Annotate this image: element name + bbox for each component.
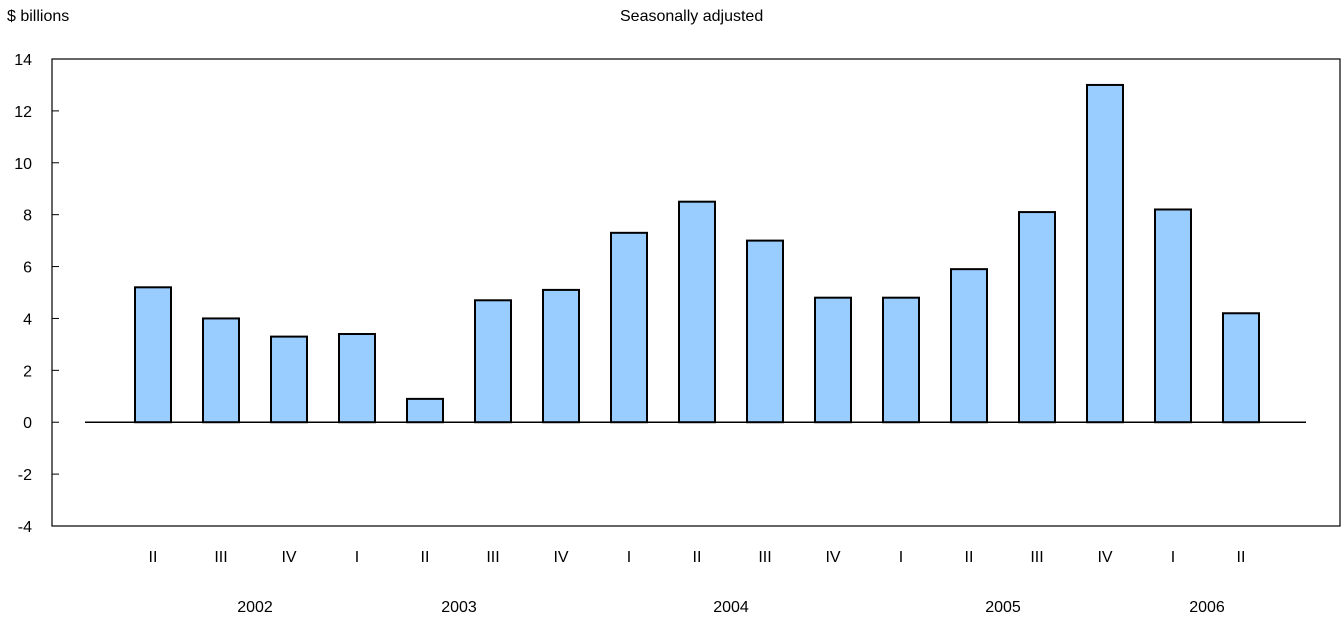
- x-tick-label: III: [486, 549, 499, 566]
- y-tick-label: -4: [18, 519, 32, 536]
- bar: [474, 299, 512, 424]
- plot-frame: [51, 58, 1341, 527]
- bar: [950, 268, 988, 424]
- bar: [542, 288, 580, 424]
- bar: [270, 335, 308, 424]
- bar: [1086, 83, 1124, 424]
- x-tick-label: III: [214, 549, 227, 566]
- bar: [202, 317, 240, 424]
- chart-subtitle: Seasonally adjusted: [620, 8, 764, 25]
- bar: [610, 231, 648, 424]
- x-tick-label: I: [1171, 549, 1175, 566]
- y-tick-label: 6: [23, 260, 32, 277]
- x-tick-label: I: [899, 549, 903, 566]
- year-label: 2004: [713, 599, 749, 616]
- y-tick-label: 12: [14, 104, 32, 121]
- x-tick-label: IV: [281, 549, 296, 566]
- x-tick-label: IV: [1097, 549, 1112, 566]
- bar: [1222, 312, 1260, 424]
- x-tick-label: IV: [553, 549, 568, 566]
- y-tick-label: 2: [23, 363, 32, 380]
- bar: [1154, 208, 1192, 424]
- x-tick-labels: II III IV I II III IV I II III IV I II III IV I II: [149, 549, 1246, 566]
- year-label: 2002: [237, 599, 273, 616]
- y-tick-label: 14: [14, 52, 32, 69]
- x-tick-label: III: [1030, 549, 1043, 566]
- bar: [1018, 211, 1056, 424]
- y-tick-label: 10: [14, 156, 32, 173]
- y-tick-label: 8: [23, 208, 32, 225]
- bars: [134, 83, 1260, 424]
- year-labels: 2002 2003 2004 2005 2006: [237, 599, 1225, 616]
- x-tick-label: II: [965, 549, 974, 566]
- bar: [814, 296, 852, 424]
- x-tick-label: III: [758, 549, 771, 566]
- x-tick-label: II: [1237, 549, 1246, 566]
- bar: [882, 296, 920, 424]
- year-label: 2003: [441, 599, 477, 616]
- x-tick-label: II: [149, 549, 158, 566]
- bar: [746, 239, 784, 424]
- y-tick-label: -2: [18, 467, 32, 484]
- x-tick-label: I: [627, 549, 631, 566]
- year-label: 2005: [985, 599, 1021, 616]
- bar: [338, 333, 376, 424]
- x-tick-label: II: [693, 549, 702, 566]
- y-tick-labels: -4 -2 0 2 4 6 8 10 12 14: [14, 52, 59, 536]
- y-axis-label: $ billions: [7, 8, 70, 25]
- x-tick-label: IV: [825, 549, 840, 566]
- year-label: 2006: [1189, 599, 1225, 616]
- bar: [678, 200, 716, 424]
- y-tick-label: 4: [23, 311, 32, 328]
- x-tick-label: I: [355, 549, 359, 566]
- bar: [406, 397, 444, 424]
- bar: [134, 286, 172, 424]
- x-tick-label: II: [421, 549, 430, 566]
- y-tick-label: 0: [23, 415, 32, 432]
